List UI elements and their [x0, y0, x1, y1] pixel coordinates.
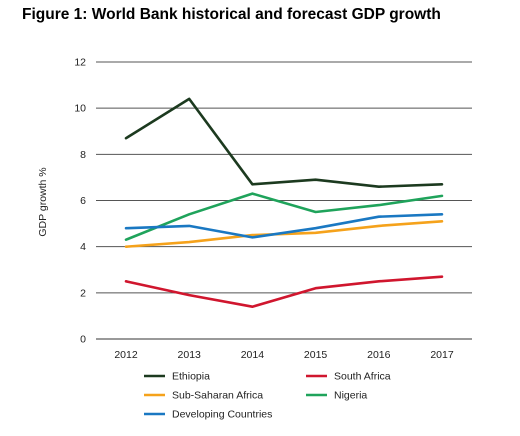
x-tick-label: 2015	[304, 349, 328, 361]
y-tick-label: 2	[80, 287, 86, 299]
chart-title: Figure 1: World Bank historical and fore…	[22, 6, 441, 23]
legend-label-sub-saharan-africa: Sub-Saharan Africa	[172, 390, 263, 402]
y-tick-label: 4	[80, 241, 86, 253]
y-axis-label: GDP growth %	[37, 167, 49, 236]
series-lines	[124, 97, 444, 309]
legend: Ethiopia South Africa Sub-Saharan Africa Ni…	[144, 371, 391, 421]
legend-label-nigeria: Nigeria	[334, 390, 367, 402]
series-line-nigeria	[124, 192, 444, 241]
y-axis-ticks: 0 2 4 6 8 10 12	[74, 57, 86, 346]
y-tick-label: 6	[80, 195, 86, 207]
y-tick-label: 12	[74, 57, 86, 69]
x-tick-label: 2016	[367, 349, 391, 361]
x-tick-label: 2012	[114, 349, 138, 361]
y-tick-label: 10	[74, 103, 86, 115]
legend-label-ethiopia: Ethiopia	[172, 371, 210, 383]
x-tick-label: 2017	[430, 349, 454, 361]
x-tick-label: 2014	[241, 349, 265, 361]
y-tick-label: 0	[80, 334, 86, 346]
x-axis-ticks: 2012 2013 2014 2015 2016 2017	[114, 349, 454, 361]
legend-label-south-africa: South Africa	[334, 371, 391, 383]
series-line-south-africa	[124, 275, 444, 309]
series-line-developing-countries	[124, 213, 444, 239]
x-tick-label: 2013	[178, 349, 202, 361]
series-line-ethiopia	[124, 97, 444, 188]
legend-label-developing-countries: Developing Countries	[172, 409, 272, 421]
y-tick-label: 8	[80, 149, 86, 161]
